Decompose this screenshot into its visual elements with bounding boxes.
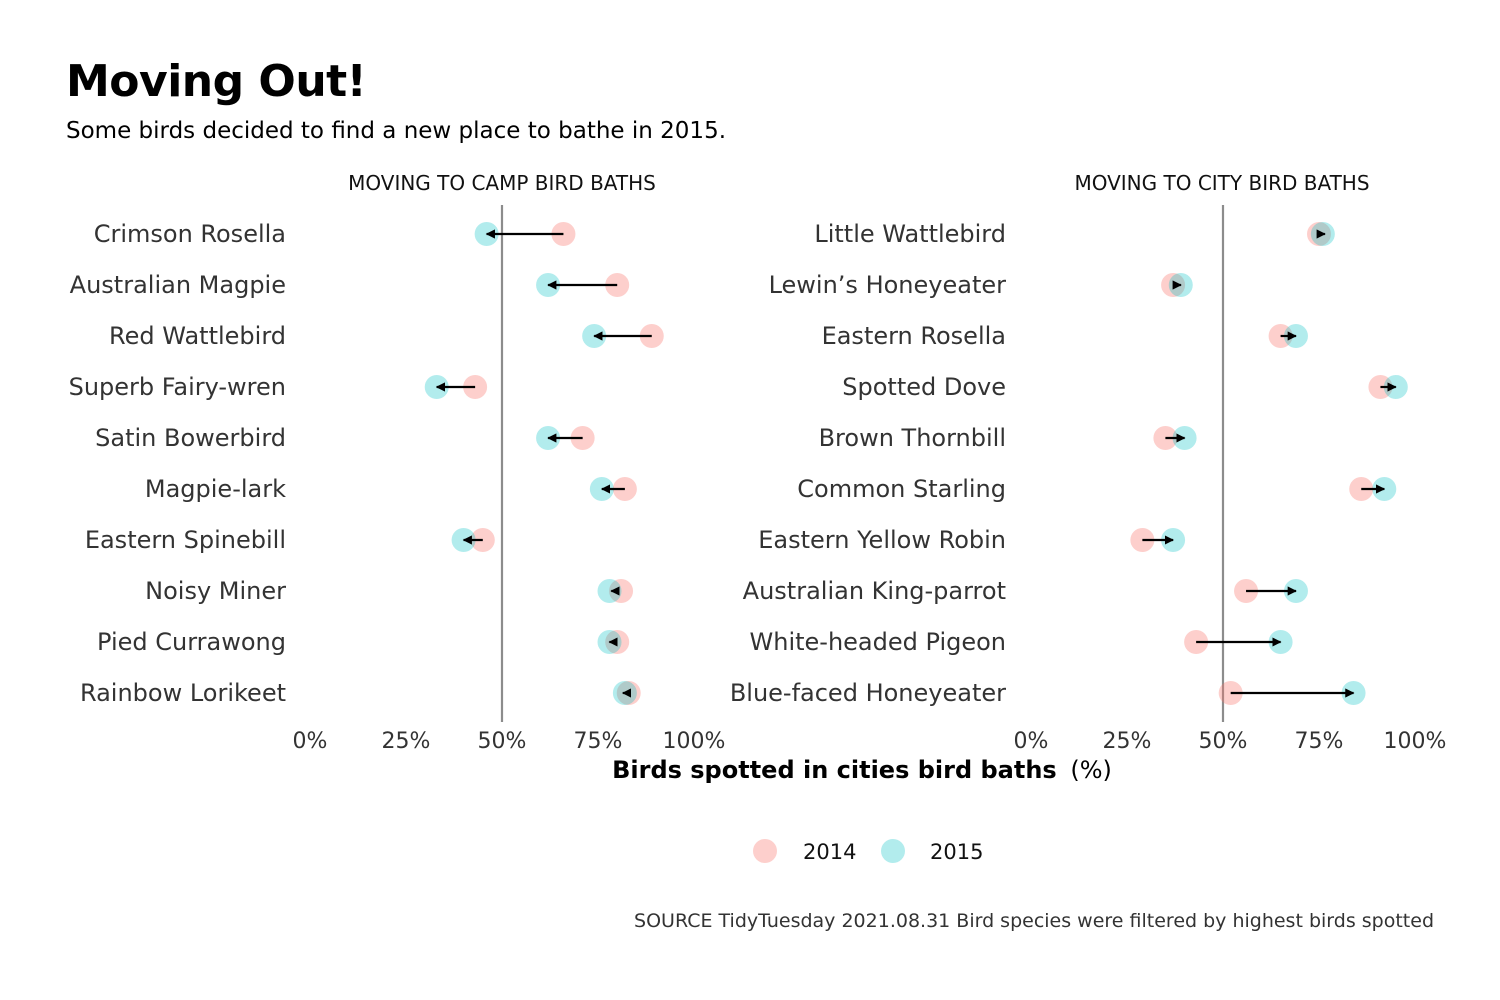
point-2015 [597,579,622,603]
row-pied-currawong: Pied Currawong [97,628,630,656]
row-eastern-rosella: Eastern Rosella [822,322,1308,350]
bird-label: Eastern Rosella [822,322,1006,350]
bird-label: Crimson Rosella [94,220,286,248]
chart-caption: SOURCE TidyTuesday 2021.08.31 Bird speci… [634,910,1434,932]
row-blue-faced-honeyeater: Blue-faced Honeyeater [730,679,1366,707]
legend: 2014 2015 [753,839,983,864]
bird-label: Noisy Miner [145,577,286,605]
panel-2: MOVING TO CITY BIRD BATHS 0% 25% 50% 75% 100%… [730,171,1447,754]
legend-label: 2015 [930,840,983,864]
chart-subtitle: Some birds decided to find a new place t… [66,118,727,144]
row-common-starling: Common Starling [797,475,1397,503]
x-axis-label: Birds spotted in cities bird baths (%) [612,756,1112,784]
bird-label: Rainbow Lorikeet [80,679,286,707]
x-tick-label: 25% [382,729,431,754]
bird-label: Little Wattlebird [814,220,1006,248]
bird-label: Lewin’s Honeyeater [769,271,1007,299]
bird-label: Satin Bowerbird [95,424,286,452]
bird-label: Common Starling [797,475,1006,503]
facet-label: MOVING TO CITY BIRD BATHS [1074,171,1369,195]
row-superb-fairy-wren: Superb Fairy-wren [69,373,488,401]
x-tick-label: 75% [574,729,623,754]
bird-label: Australian King-parrot [743,577,1006,605]
row-little-wattlebird: Little Wattlebird [814,220,1335,248]
x-tick-label: 50% [478,729,527,754]
row-brown-thornbill: Brown Thornbill [819,424,1197,452]
x-tick-label: 75% [1295,729,1344,754]
legend-item-2015: 2015 [881,839,983,864]
bird-label: Eastern Spinebill [85,526,286,554]
bird-label: Spotted Dove [842,373,1006,401]
bird-label: Superb Fairy-wren [69,373,286,401]
bird-label: Red Wattlebird [109,322,286,350]
point-2014 [609,579,634,603]
x-tick-label: 100% [663,729,726,754]
bird-label: Australian Magpie [70,271,286,299]
bird-label: Pied Currawong [97,628,286,656]
row-white-headed-pigeon: White-headed Pigeon [750,628,1293,656]
panel-1: MOVING TO CAMP BIRD BATHS 0% 25% 50% 75% 100%… [69,171,726,754]
legend-item-2014: 2014 [753,839,856,864]
x-tick-label: 25% [1103,729,1152,754]
row-rainbow-lorikeet: Rainbow Lorikeet [80,679,641,707]
x-tick-label: 0% [1014,729,1049,754]
x-axis-label-unit: (%) [1070,756,1112,784]
facet-label: MOVING TO CAMP BIRD BATHS [348,171,656,195]
row-spotted-dove: Spotted Dove [842,373,1408,401]
row-noisy-miner: Noisy Miner [145,577,634,605]
x-tick-label: 50% [1199,729,1248,754]
bird-label: Eastern Yellow Robin [758,526,1006,554]
legend-label: 2014 [803,840,856,864]
bird-label: White-headed Pigeon [750,628,1007,656]
legend-key-2015 [881,839,905,863]
row-satin-bowerbird: Satin Bowerbird [95,424,595,452]
bird-label: Brown Thornbill [819,424,1006,452]
bird-label: Blue-faced Honeyeater [730,679,1006,707]
row-eastern-spinebill: Eastern Spinebill [85,526,495,554]
row-red-wattlebird: Red Wattlebird [109,322,664,350]
chart-title: Moving Out! [66,56,367,107]
row-australian-magpie: Australian Magpie [70,271,630,299]
row-magpie-lark: Magpie-lark [145,475,637,503]
bird-label: Magpie-lark [145,475,286,503]
x-axis-label-main: Birds spotted in cities bird baths [612,756,1057,784]
legend-key-2014 [753,839,777,863]
x-tick-label: 0% [293,729,328,754]
row-crimson-rosella: Crimson Rosella [94,220,576,248]
row-lewin-s-honeyeater: Lewin’s Honeyeater [769,271,1193,299]
row-australian-king-parrot: Australian King-parrot [743,577,1308,605]
row-eastern-yellow-robin: Eastern Yellow Robin [758,526,1186,554]
x-tick-label: 100% [1384,729,1447,754]
